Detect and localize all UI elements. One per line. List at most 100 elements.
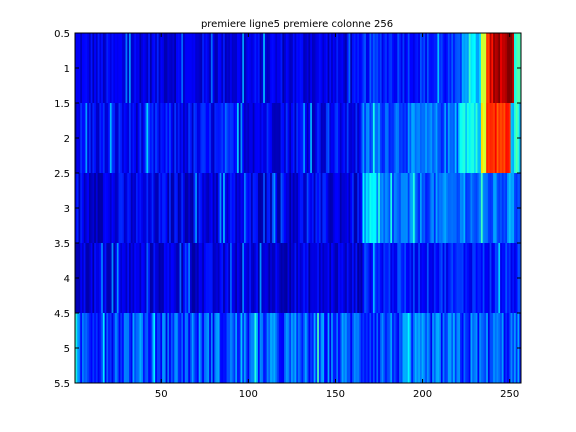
heatmap-cell <box>141 103 144 173</box>
heatmap-cell <box>318 243 322 313</box>
heatmap-cell <box>515 173 518 243</box>
heatmap-cell <box>362 243 365 313</box>
heatmap-cell <box>299 173 302 243</box>
heatmap-cell <box>167 33 170 103</box>
heatmap-cell <box>489 313 492 383</box>
heatmap-cell <box>132 243 135 313</box>
heatmap-cell <box>322 173 325 243</box>
heatmap-cell <box>412 313 416 383</box>
heatmap-cell <box>106 243 109 313</box>
heatmap-cell <box>440 103 443 173</box>
heatmap-cell <box>498 313 501 383</box>
heatmap-cell <box>494 173 498 243</box>
heatmap-cell <box>282 103 285 173</box>
heatmap-cell <box>484 173 487 243</box>
heatmap-cell <box>393 243 396 313</box>
heatmap-cell <box>477 313 480 383</box>
heatmap-cell <box>433 33 437 103</box>
heatmap-cell <box>92 173 95 243</box>
heatmap-cell <box>336 33 339 103</box>
heatmap-cell <box>400 243 403 313</box>
heatmap-cell <box>514 33 517 103</box>
heatmap-cell <box>257 33 261 103</box>
heatmap-cell <box>456 173 459 243</box>
heatmap-cell <box>90 313 93 383</box>
heatmap-cell <box>242 313 245 383</box>
heatmap-cell <box>202 243 205 313</box>
heatmap-cell <box>209 313 212 383</box>
heatmap-cell <box>238 173 241 243</box>
heatmap-cell <box>338 33 341 103</box>
heatmap-cell <box>480 313 484 383</box>
heatmap-cell <box>99 103 102 173</box>
heatmap-cell <box>271 33 275 103</box>
heatmap-cell <box>259 173 262 243</box>
heatmap-cell <box>250 103 254 173</box>
heatmap-cell <box>500 243 503 313</box>
heatmap-cell <box>250 313 254 383</box>
heatmap-cell <box>188 243 191 313</box>
heatmap-cell <box>174 313 177 383</box>
heatmap-cell <box>456 33 459 103</box>
heatmap-cell <box>322 243 325 313</box>
heatmap-cell <box>352 243 355 313</box>
x-tick-label: 100 <box>239 389 258 400</box>
heatmap-cell <box>205 33 208 103</box>
heatmap-cell <box>193 173 196 243</box>
heatmap-cell <box>106 103 109 173</box>
heatmap-cell <box>383 173 386 243</box>
heatmap-cell <box>503 313 506 383</box>
heatmap-cell <box>388 313 391 383</box>
heatmap-cell <box>176 313 179 383</box>
heatmap-cell <box>378 313 381 383</box>
heatmap-cell <box>388 33 391 103</box>
heatmap-cell <box>439 313 442 383</box>
heatmap-cell <box>332 313 335 383</box>
heatmap-cell <box>292 243 295 313</box>
heatmap-cell <box>419 103 423 173</box>
heatmap-cell <box>379 33 383 103</box>
heatmap-cell <box>156 313 160 383</box>
heatmap-cell <box>435 103 438 173</box>
heatmap-cell <box>463 33 466 103</box>
heatmap-cell <box>176 173 179 243</box>
heatmap-cell <box>113 33 116 103</box>
heatmap-cell <box>392 33 395 103</box>
heatmap-cell <box>139 243 142 313</box>
heatmap-cell <box>329 313 332 383</box>
heatmap-cell <box>461 313 464 383</box>
heatmap-cell <box>132 33 135 103</box>
heatmap-cell <box>414 173 417 243</box>
heatmap-cell <box>195 173 198 243</box>
heatmap-cell <box>277 313 280 383</box>
heatmap-cell <box>507 313 510 383</box>
heatmap-cell <box>409 103 412 173</box>
heatmap-cell <box>116 33 119 103</box>
heatmap-cell <box>189 33 193 103</box>
heatmap-cell <box>491 33 494 103</box>
heatmap-cell <box>364 33 367 103</box>
heatmap-cell <box>411 173 414 243</box>
heatmap-cell <box>80 173 83 243</box>
y-tick-label: 2.5 <box>54 169 70 180</box>
heatmap-cell <box>254 243 257 313</box>
heatmap-cell <box>324 243 327 313</box>
heatmap-cell <box>249 103 252 173</box>
heatmap-cell <box>468 103 471 173</box>
heatmap-cell <box>463 313 466 383</box>
heatmap-cell <box>263 33 266 103</box>
heatmap-cell <box>223 33 226 103</box>
heatmap-cell <box>169 103 172 173</box>
heatmap-cell <box>345 243 348 313</box>
heatmap-cell <box>209 173 212 243</box>
heatmap-cell <box>296 313 299 383</box>
heatmap-cell <box>367 33 370 103</box>
heatmap-cell <box>315 33 318 103</box>
heatmap-cell <box>146 33 149 103</box>
heatmap-cell <box>385 173 388 243</box>
heatmap-cell <box>78 33 81 103</box>
heatmap-cell <box>353 243 356 313</box>
heatmap-cell <box>149 313 153 383</box>
heatmap-cell <box>433 313 437 383</box>
heatmap-cell <box>184 243 187 313</box>
